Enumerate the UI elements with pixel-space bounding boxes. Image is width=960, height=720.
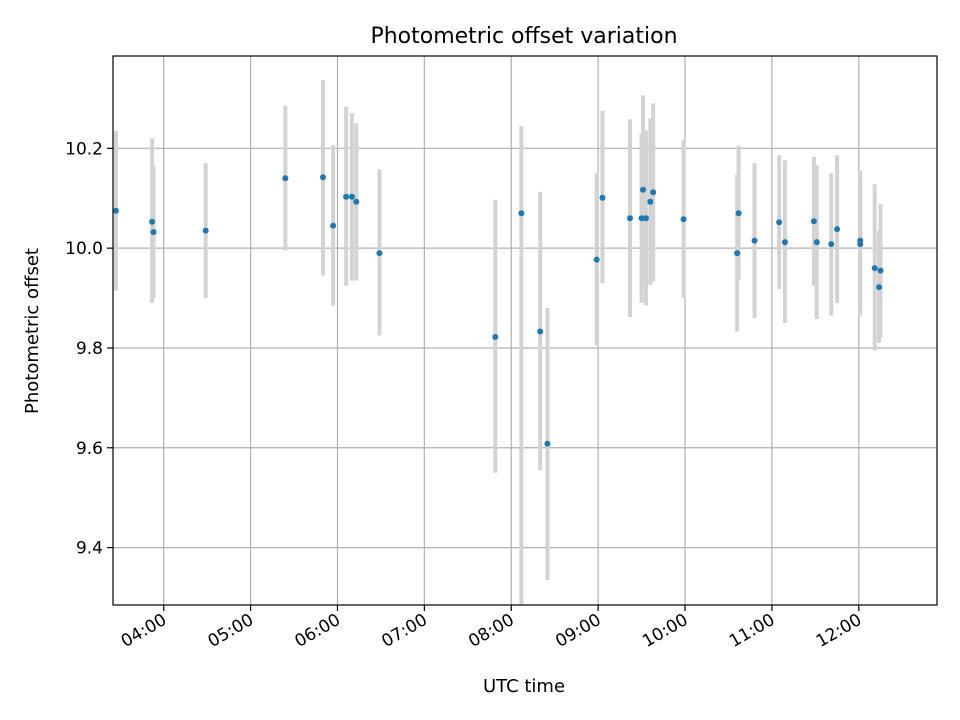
y-tick-label: 9.4 bbox=[76, 539, 103, 559]
data-point bbox=[876, 284, 883, 291]
x-tick-label: 05:00 bbox=[205, 610, 257, 652]
data-point bbox=[781, 239, 788, 246]
data-point bbox=[518, 210, 525, 217]
data-point bbox=[735, 210, 742, 217]
data-point bbox=[330, 222, 337, 229]
error-bars bbox=[113, 79, 883, 605]
data-point bbox=[282, 175, 289, 182]
y-axis-label: Photometric offset bbox=[22, 248, 43, 414]
data-point bbox=[343, 193, 350, 200]
x-axis-label: UTC time bbox=[483, 676, 565, 697]
data-point bbox=[376, 250, 383, 257]
data-point bbox=[751, 237, 758, 244]
x-tick-label: 06:00 bbox=[292, 610, 344, 652]
y-tick-label: 9.8 bbox=[76, 339, 103, 359]
x-tick-label: 12:00 bbox=[813, 610, 865, 652]
data-point bbox=[626, 215, 633, 222]
data-point bbox=[828, 241, 835, 248]
data-point bbox=[680, 216, 687, 223]
data-point bbox=[640, 186, 647, 193]
x-tick-label: 04:00 bbox=[118, 610, 170, 652]
x-axis-ticks: 04:00 05:00 06:00 07:00 08:00 09:00 10:00 11:00… bbox=[118, 605, 865, 652]
chart-title: Photometric offset variation bbox=[370, 24, 677, 49]
x-tick-label: 10:00 bbox=[639, 610, 691, 652]
x-tick-label: 08:00 bbox=[465, 610, 517, 652]
x-tick-label: 09:00 bbox=[552, 610, 604, 652]
plot-area-frame bbox=[112, 55, 938, 606]
grid bbox=[113, 56, 937, 605]
data-point bbox=[599, 194, 606, 201]
x-tick-label: 11:00 bbox=[726, 610, 778, 652]
data-point bbox=[353, 198, 360, 205]
data-point bbox=[647, 198, 654, 205]
data-point bbox=[593, 256, 600, 263]
data-point bbox=[348, 193, 355, 200]
data-point bbox=[638, 215, 645, 222]
data-point bbox=[149, 218, 156, 225]
y-tick-label: 10.2 bbox=[65, 139, 103, 159]
data-point bbox=[877, 267, 884, 274]
data-point bbox=[642, 215, 649, 222]
y-tick-label: 9.6 bbox=[76, 439, 103, 459]
data-point bbox=[813, 239, 820, 246]
data-point bbox=[150, 229, 157, 236]
data-point bbox=[776, 219, 783, 226]
data-point bbox=[537, 328, 544, 335]
data-point bbox=[202, 227, 209, 234]
data-point bbox=[834, 226, 841, 233]
data-point bbox=[857, 241, 864, 248]
data-point bbox=[544, 440, 551, 447]
data-point bbox=[319, 174, 326, 181]
data-point bbox=[810, 218, 817, 225]
data-point bbox=[492, 333, 499, 340]
data-point bbox=[871, 265, 878, 272]
y-tick-label: 10.0 bbox=[65, 239, 103, 259]
x-tick-label: 07:00 bbox=[378, 610, 430, 652]
data-point bbox=[734, 250, 741, 257]
data-points bbox=[112, 174, 884, 447]
data-point bbox=[112, 207, 119, 214]
data-point bbox=[650, 189, 657, 196]
y-axis-ticks: 9.4 9.6 9.8 10.0 10.2 bbox=[65, 139, 113, 559]
